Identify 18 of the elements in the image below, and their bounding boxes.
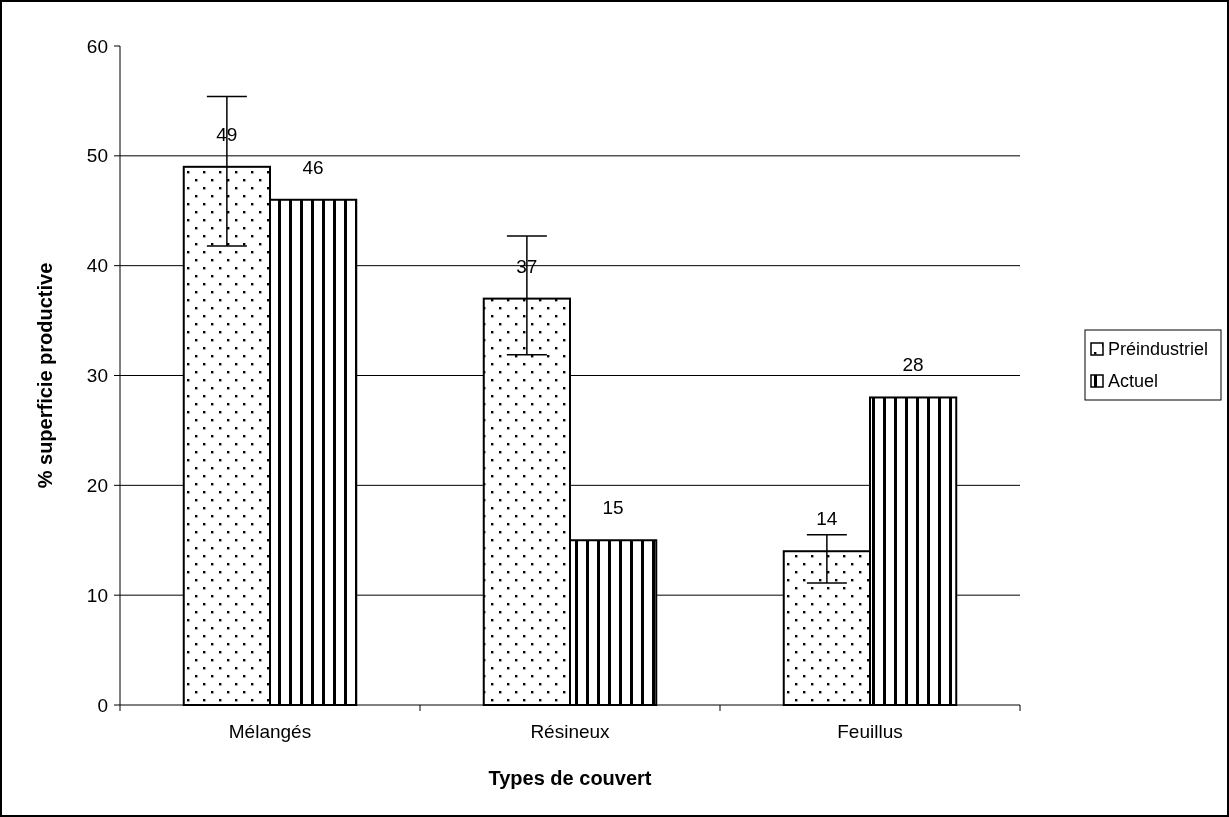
data-label: 15 (602, 497, 624, 519)
y-tick-label: 50 (86, 145, 108, 167)
y-tick-label: 0 (97, 694, 108, 716)
y-tick-label: 60 (86, 35, 108, 57)
y-tick-label: 20 (86, 474, 108, 496)
x-tick-label: Résineux (530, 721, 611, 742)
y-tick-label: 30 (86, 365, 108, 387)
y-axis-title: % superficie productive (34, 262, 56, 489)
legend-label: Actuel (1108, 371, 1159, 392)
data-label: 14 (816, 508, 838, 530)
x-tick-label: Feuillus (837, 721, 903, 742)
x-axis-title: Types de couvert (488, 767, 652, 789)
y-tick-label: 10 (86, 584, 108, 606)
y-tick-label: 40 (86, 255, 108, 277)
x-tick-label: Mélangés (228, 721, 312, 742)
data-label: 28 (902, 354, 924, 376)
data-label: 46 (302, 156, 324, 178)
legend-label: Préindustriel (1108, 339, 1209, 360)
